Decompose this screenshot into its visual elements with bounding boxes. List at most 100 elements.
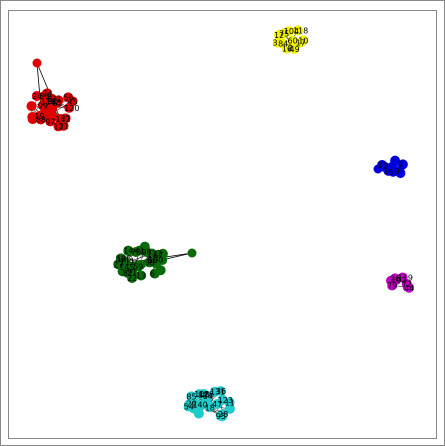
blue-cluster-node-label: 7: [398, 160, 403, 169]
blue-cluster-node: [395, 168, 406, 179]
magenta-cluster-node-label: 119: [398, 273, 413, 282]
yellow-cluster-node-label: 2: [288, 43, 293, 52]
green-cluster-node-label: 22: [127, 274, 137, 283]
magenta-cluster-node-label: 79: [387, 281, 397, 290]
red-cluster-node-label: 24: [32, 92, 42, 101]
cyan-cluster-node-label: 126: [199, 390, 214, 399]
yellow-cluster-node-label: 3: [273, 39, 278, 48]
magenta-cluster-node: [402, 282, 413, 293]
magenta-cluster-node: [385, 275, 396, 286]
yellow-cluster-node: [287, 42, 298, 53]
green-cluster-node-label: 100: [148, 255, 163, 264]
green-cluster-node: [136, 270, 147, 281]
yellow-cluster-node-label: 10: [298, 36, 308, 45]
red-cluster-node-label: 45: [68, 97, 78, 106]
cyan-cluster-node-label: 95: [216, 412, 226, 421]
green-cluster-node: [157, 255, 168, 266]
green-cluster-node-label: 59: [133, 262, 143, 271]
green-cluster-node-label: 125: [116, 254, 131, 263]
green-cluster-node-label: 70: [131, 248, 141, 257]
cyan-cluster-node-label: 108: [194, 390, 209, 399]
cyan-cluster-node: [217, 411, 228, 422]
magenta-cluster-node-label: 72: [402, 280, 412, 289]
red-cluster-node: [38, 109, 49, 120]
green-cluster-node-label: 91: [127, 267, 137, 276]
green-cluster-node-label: 27: [113, 260, 123, 269]
yellow-cluster-node-label: 75: [279, 29, 289, 38]
red-cluster-node-label: 19: [34, 112, 44, 121]
cyan-cluster-node-label: 54: [184, 403, 194, 412]
cyan-cluster-node-label: 123: [218, 396, 233, 405]
green-cluster-node: [139, 241, 150, 252]
red-cluster-node-label: 12: [53, 122, 63, 131]
red-cluster-node-label: 120: [64, 104, 79, 113]
green-cluster-node: [128, 261, 139, 272]
yellow-cluster-node-label: 84: [278, 40, 288, 49]
red-cluster-node: [26, 101, 37, 112]
green-cluster-node-label: 41: [135, 247, 145, 256]
magenta-cluster-node-label: 26: [390, 274, 400, 283]
blue-cluster-node-label: 9: [394, 167, 399, 176]
green-cluster-node-label: 82: [123, 269, 133, 278]
cyan-cluster-node-label: 64: [203, 392, 213, 401]
green-cluster-node-label: 14: [123, 247, 133, 256]
yellow-cluster-node-label: 16: [282, 45, 292, 54]
blue-cluster-node-label: 1: [383, 167, 388, 176]
yellow-cluster-node: [298, 35, 309, 46]
green-cluster-node-label: 38: [144, 258, 154, 267]
green-cluster-node-label: 111: [120, 258, 135, 267]
cyan-cluster-node-label: 131: [210, 388, 225, 397]
green-cluster-node-label: 67: [153, 251, 163, 260]
cyan-cluster-node-label: 28: [218, 410, 228, 419]
red-cluster-node-label: 142: [55, 115, 70, 124]
cyan-cluster-node-label: 11: [225, 398, 235, 407]
green-cluster-node-label: 13: [136, 271, 146, 280]
red-cluster-node-label: 88: [36, 115, 46, 124]
yellow-cluster-node: [278, 38, 289, 49]
red-cluster-node: [27, 114, 38, 125]
green-cluster-node: [116, 259, 127, 270]
cyan-cluster-node-label: 87: [198, 391, 208, 400]
cyan-cluster-node-label: 140: [192, 400, 207, 409]
yellow-cluster-node: [279, 28, 290, 39]
cyan-cluster-node-label: 85: [186, 392, 196, 401]
green-cluster-node-label: 66: [147, 256, 157, 265]
red-cluster-node: [47, 103, 58, 114]
red-cluster-node-label: 8: [47, 95, 52, 104]
green-cluster-node: [123, 245, 134, 256]
cyan-cluster-node: [212, 399, 223, 410]
magenta-cluster-node-label: 44: [404, 284, 414, 293]
yellow-cluster-node-label: 60: [288, 37, 298, 46]
labels-layer: 1162486317484399125677131974519611428812…: [32, 26, 414, 420]
yellow-cluster-node-label: 49: [290, 45, 300, 54]
green-cluster-outlier-node: [187, 248, 197, 258]
green-cluster-node-label: 137: [147, 250, 162, 259]
cyan-cluster-node-label: 36: [216, 387, 226, 396]
red-cluster-node-label: 77: [61, 114, 71, 123]
red-cluster-outlier-node: [32, 58, 42, 68]
red-cluster-node-label: 43: [51, 98, 61, 107]
red-cluster-node: [64, 102, 75, 113]
cyan-cluster-node: [215, 386, 226, 397]
red-cluster-node-label: 56: [63, 93, 73, 102]
green-cluster-node-label: 58: [116, 255, 126, 264]
cyan-cluster-node-label: 47: [212, 400, 222, 409]
green-cluster-node-label: 6: [150, 270, 155, 279]
yellow-cluster-node-label: 104: [284, 27, 299, 36]
blue-cluster-node-label: 33: [377, 161, 387, 170]
blue-cluster-node-label: 5: [388, 168, 393, 177]
red-cluster-node-label: 116: [41, 97, 56, 106]
blue-cluster-node: [387, 161, 398, 172]
red-cluster-node: [45, 114, 56, 125]
red-cluster-node-label: 61: [52, 99, 62, 108]
green-cluster-node: [127, 272, 138, 283]
yellow-cluster-node-label: 12: [274, 31, 284, 40]
yellow-cluster-node-label: 118: [293, 26, 308, 35]
red-cluster-node-label: 99: [38, 102, 48, 111]
red-cluster-node-label: 131: [46, 95, 61, 104]
cyan-cluster-node-label: 18: [205, 403, 215, 412]
cyan-cluster-node: [201, 394, 212, 405]
yellow-cluster-node-label: 17: [296, 39, 306, 48]
